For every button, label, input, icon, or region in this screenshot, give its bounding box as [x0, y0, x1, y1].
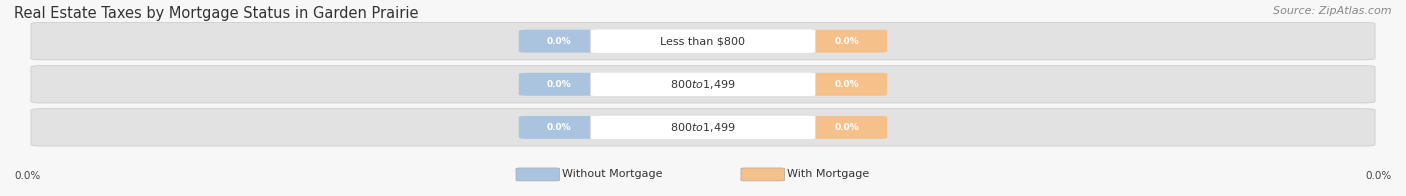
- Text: 0.0%: 0.0%: [547, 123, 571, 132]
- FancyBboxPatch shape: [591, 29, 815, 53]
- FancyBboxPatch shape: [31, 23, 1375, 60]
- Text: Source: ZipAtlas.com: Source: ZipAtlas.com: [1274, 6, 1392, 16]
- Text: $800 to $1,499: $800 to $1,499: [671, 121, 735, 134]
- FancyBboxPatch shape: [807, 116, 887, 139]
- FancyBboxPatch shape: [516, 168, 560, 181]
- FancyBboxPatch shape: [807, 30, 887, 53]
- Text: Without Mortgage: Without Mortgage: [562, 169, 662, 180]
- Text: 0.0%: 0.0%: [1365, 171, 1392, 181]
- Text: Real Estate Taxes by Mortgage Status in Garden Prairie: Real Estate Taxes by Mortgage Status in …: [14, 6, 419, 21]
- FancyBboxPatch shape: [807, 73, 887, 96]
- FancyBboxPatch shape: [741, 168, 785, 181]
- FancyBboxPatch shape: [591, 72, 815, 96]
- Text: 0.0%: 0.0%: [835, 123, 859, 132]
- FancyBboxPatch shape: [519, 30, 599, 53]
- Text: 0.0%: 0.0%: [835, 80, 859, 89]
- Text: 0.0%: 0.0%: [835, 37, 859, 46]
- Text: 0.0%: 0.0%: [547, 80, 571, 89]
- FancyBboxPatch shape: [519, 116, 599, 139]
- FancyBboxPatch shape: [31, 109, 1375, 146]
- FancyBboxPatch shape: [31, 66, 1375, 103]
- Text: Less than $800: Less than $800: [661, 36, 745, 46]
- Text: 0.0%: 0.0%: [14, 171, 41, 181]
- Text: 0.0%: 0.0%: [547, 37, 571, 46]
- FancyBboxPatch shape: [519, 73, 599, 96]
- FancyBboxPatch shape: [591, 115, 815, 140]
- Text: $800 to $1,499: $800 to $1,499: [671, 78, 735, 91]
- Text: With Mortgage: With Mortgage: [787, 169, 869, 180]
